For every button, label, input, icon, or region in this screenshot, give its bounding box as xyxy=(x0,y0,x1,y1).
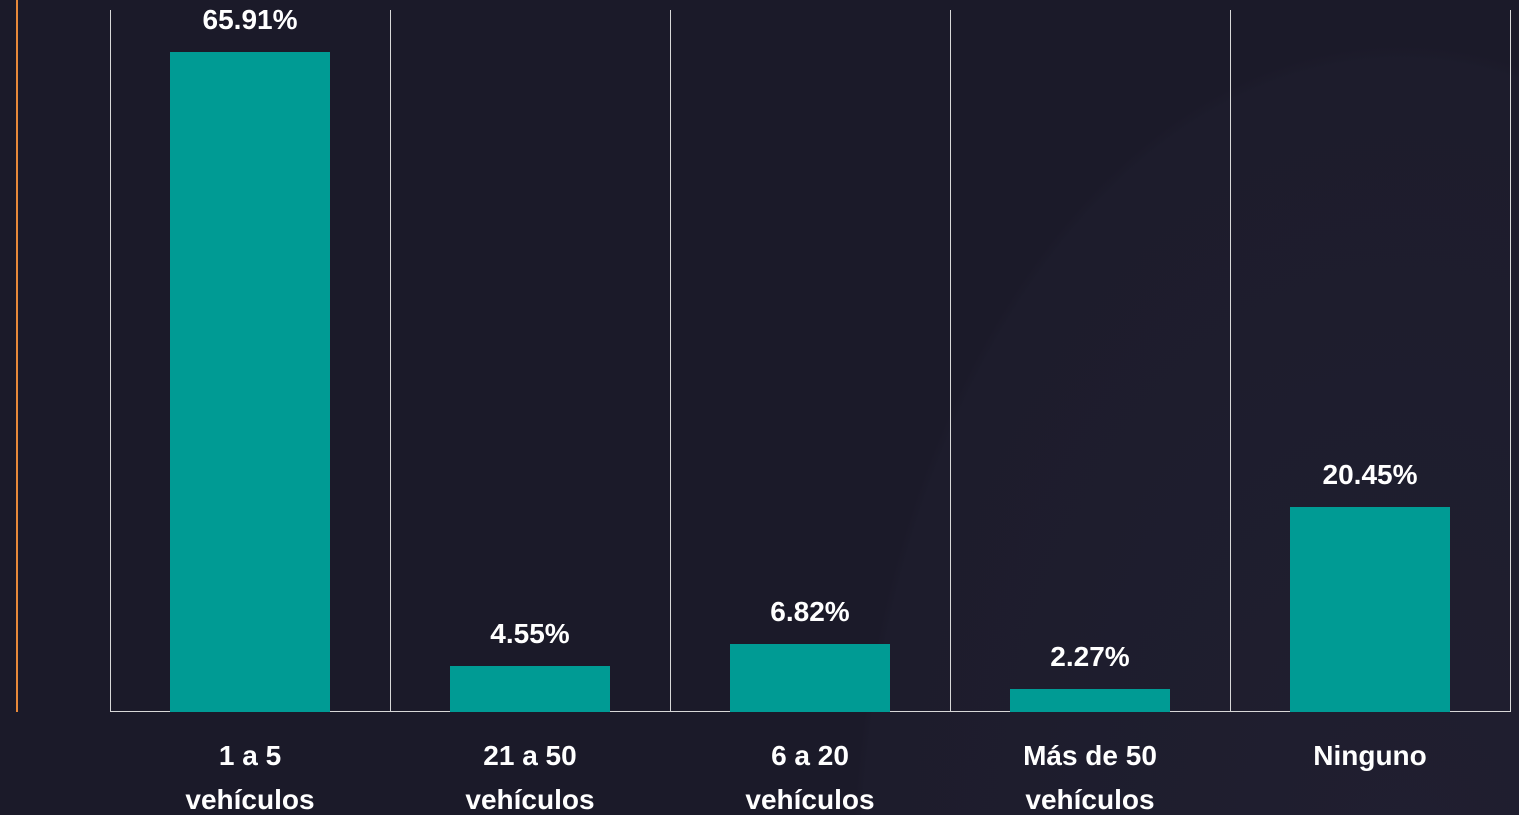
value-label: 2.27% xyxy=(1050,641,1130,673)
value-label: 20.45% xyxy=(1322,459,1418,491)
x-tick-label: 21 a 50 vehículos xyxy=(465,740,595,815)
bar xyxy=(450,666,610,712)
bar xyxy=(170,51,330,712)
category-separator xyxy=(110,10,111,712)
bar xyxy=(1290,507,1450,712)
bar xyxy=(1010,689,1170,712)
value-label: 4.55% xyxy=(490,618,570,650)
value-label: 6.82% xyxy=(770,595,850,627)
category-separator xyxy=(670,10,671,712)
value-label: 65.91% xyxy=(202,3,298,35)
accent-line xyxy=(16,0,18,712)
x-tick-label: 1 a 5 vehículos xyxy=(185,740,315,815)
x-tick-label: 6 a 20 vehículos xyxy=(745,740,875,815)
bar xyxy=(730,643,890,712)
category-separator xyxy=(1510,10,1511,712)
category-separator xyxy=(1230,10,1231,712)
x-tick-label: Más de 50 vehículos xyxy=(1023,740,1157,815)
x-tick-label: Ninguno xyxy=(1313,740,1427,771)
category-separator xyxy=(390,10,391,712)
category-separator xyxy=(950,10,951,712)
